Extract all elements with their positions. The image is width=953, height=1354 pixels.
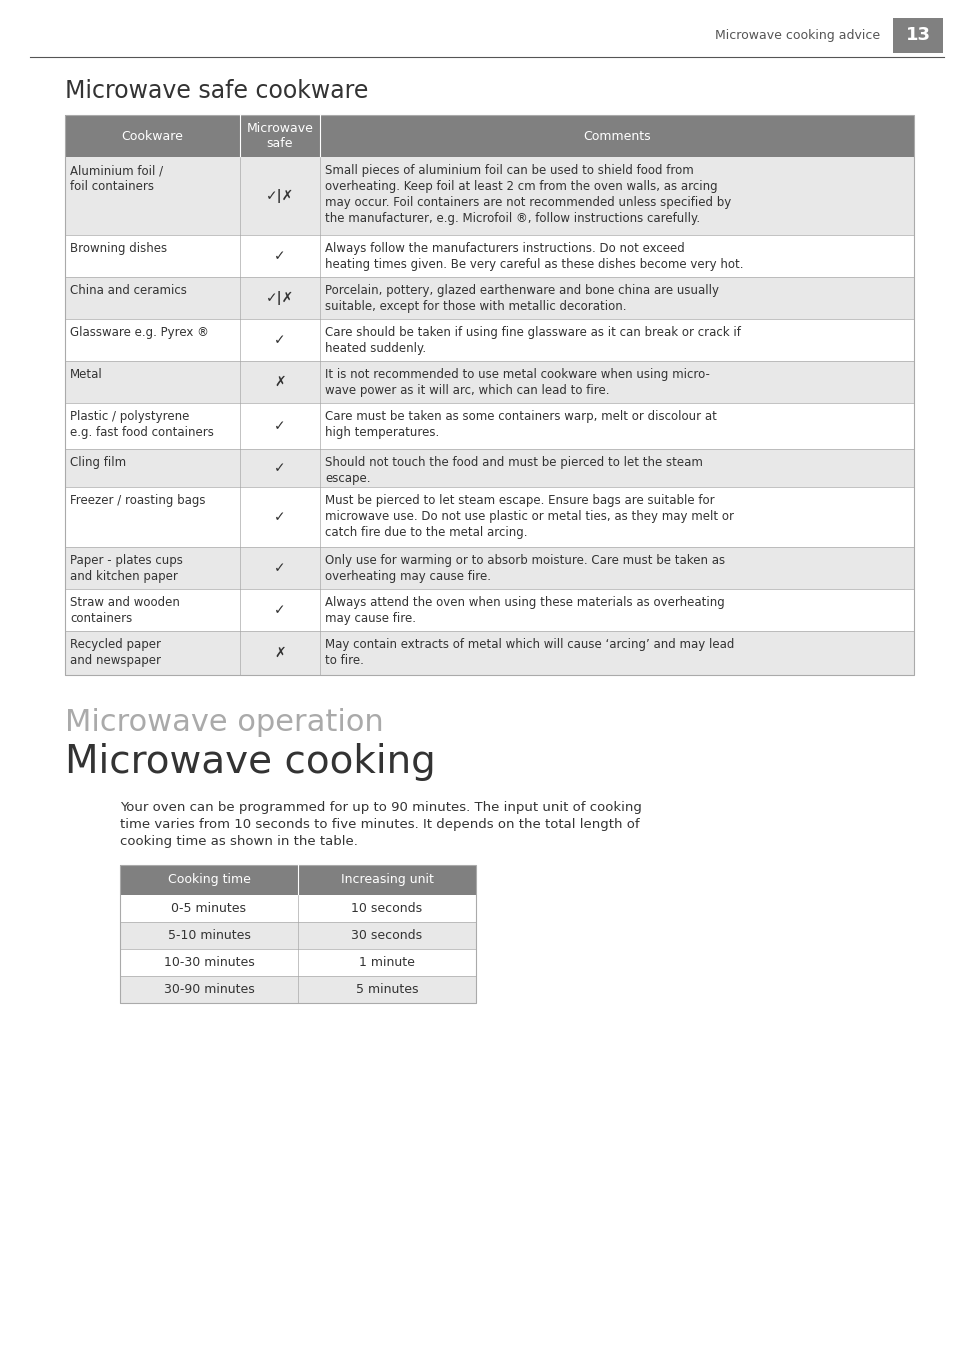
Bar (65, 362, 913, 403)
Text: Comments: Comments (582, 130, 650, 142)
Text: Cookware: Cookware (121, 130, 183, 142)
Text: Aluminium foil /
foil containers: Aluminium foil / foil containers (70, 164, 163, 194)
Bar (65, 589, 913, 631)
Text: ✗: ✗ (274, 375, 286, 389)
Bar (65, 450, 913, 487)
Bar (65, 547, 913, 589)
Bar (120, 976, 476, 1003)
Text: 0-5 minutes: 0-5 minutes (172, 902, 246, 915)
Text: Microwave safe cookware: Microwave safe cookware (65, 79, 368, 103)
Bar (65, 278, 913, 320)
Text: ✓: ✓ (274, 333, 286, 347)
Text: Paper - plates cups
and kitchen paper: Paper - plates cups and kitchen paper (70, 554, 183, 584)
Text: Microwave operation: Microwave operation (65, 708, 383, 737)
Text: 13: 13 (904, 27, 929, 45)
Text: ✓: ✓ (274, 249, 286, 263)
Bar (120, 865, 476, 895)
Text: Freezer / roasting bags: Freezer / roasting bags (70, 494, 205, 506)
Text: Should not touch the food and must be pierced to let the steam
escape.: Should not touch the food and must be pi… (325, 456, 702, 485)
Text: 10-30 minutes: 10-30 minutes (164, 956, 254, 969)
Text: Plastic / polystyrene
e.g. fast food containers: Plastic / polystyrene e.g. fast food con… (70, 410, 213, 439)
Bar (120, 895, 476, 922)
Text: Must be pierced to let steam escape. Ensure bags are suitable for
microwave use.: Must be pierced to let steam escape. Ens… (325, 494, 733, 539)
Bar (892, 18, 942, 53)
Text: 30 seconds: 30 seconds (351, 929, 422, 942)
Text: Care should be taken if using fine glassware as it can break or crack if
heated : Care should be taken if using fine glass… (325, 326, 740, 355)
Bar (120, 949, 476, 976)
Bar (65, 403, 913, 450)
Bar (65, 157, 913, 236)
Text: Cooking time: Cooking time (168, 873, 251, 887)
Text: Care must be taken as some containers warp, melt or discolour at
high temperatur: Care must be taken as some containers wa… (325, 410, 716, 439)
Text: ✓: ✓ (274, 418, 286, 433)
Text: 5-10 minutes: 5-10 minutes (168, 929, 251, 942)
Text: ✓: ✓ (274, 510, 286, 524)
Text: ✓: ✓ (274, 561, 286, 575)
Bar (65, 320, 913, 362)
Text: 30-90 minutes: 30-90 minutes (164, 983, 254, 997)
Text: ✓: ✓ (274, 460, 286, 475)
Bar (65, 236, 913, 278)
Text: Increasing unit: Increasing unit (340, 873, 433, 887)
Text: Only use for warming or to absorb moisture. Care must be taken as
overheating ma: Only use for warming or to absorb moistu… (325, 554, 724, 584)
Bar (65, 115, 913, 676)
Text: Your oven can be programmed for up to 90 minutes. The input unit of cooking
time: Your oven can be programmed for up to 90… (120, 802, 641, 848)
Text: Always attend the oven when using these materials as overheating
may cause fire.: Always attend the oven when using these … (325, 596, 724, 626)
Text: Straw and wooden
containers: Straw and wooden containers (70, 596, 180, 626)
Text: It is not recommended to use metal cookware when using micro-
wave power as it w: It is not recommended to use metal cookw… (325, 368, 709, 397)
Bar (65, 487, 913, 547)
Bar (120, 922, 476, 949)
Text: Metal: Metal (70, 368, 103, 380)
Text: Recycled paper
and newspaper: Recycled paper and newspaper (70, 638, 161, 668)
Text: Glassware e.g. Pyrex ®: Glassware e.g. Pyrex ® (70, 326, 209, 338)
Text: ✓|✗: ✓|✗ (266, 190, 294, 203)
Text: Small pieces of aluminium foil can be used to shield food from
overheating. Keep: Small pieces of aluminium foil can be us… (325, 164, 731, 225)
Text: Cling film: Cling film (70, 456, 126, 468)
Bar (65, 631, 913, 676)
Text: ✓|✗: ✓|✗ (266, 291, 294, 305)
Text: May contain extracts of metal which will cause ‘arcing’ and may lead
to fire.: May contain extracts of metal which will… (325, 638, 734, 668)
Text: 5 minutes: 5 minutes (355, 983, 417, 997)
Text: 10 seconds: 10 seconds (351, 902, 422, 915)
Text: Microwave
safe: Microwave safe (246, 122, 314, 150)
Text: Microwave cooking advice: Microwave cooking advice (714, 28, 879, 42)
Bar (65, 115, 913, 157)
Text: 1 minute: 1 minute (358, 956, 415, 969)
Text: China and ceramics: China and ceramics (70, 284, 187, 297)
Text: Always follow the manufacturers instructions. Do not exceed
heating times given.: Always follow the manufacturers instruct… (325, 242, 742, 271)
Text: Microwave cooking: Microwave cooking (65, 743, 436, 781)
Text: ✓: ✓ (274, 603, 286, 617)
Text: Browning dishes: Browning dishes (70, 242, 167, 255)
Text: Porcelain, pottery, glazed earthenware and bone china are usually
suitable, exce: Porcelain, pottery, glazed earthenware a… (325, 284, 719, 313)
Bar (120, 865, 476, 1003)
Text: ✗: ✗ (274, 646, 286, 659)
